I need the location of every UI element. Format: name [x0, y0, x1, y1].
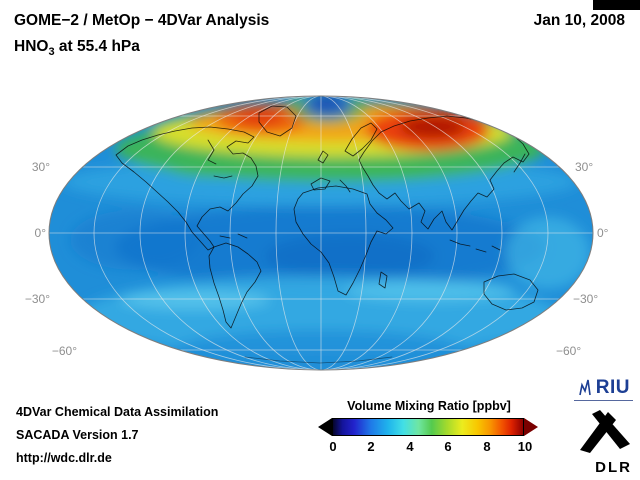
lat-label-right-m30: −30°: [573, 292, 598, 306]
colorbar-ticks: 0 2 4 6 8 10: [318, 439, 540, 455]
lat-label-left-m60: −60°: [52, 344, 77, 358]
molecule-name: HNO: [14, 38, 49, 55]
date-label: Jan 10, 2008: [533, 12, 625, 29]
colorbar-tick-4: 4: [406, 439, 414, 454]
lat-label-left-m30: −30°: [25, 292, 50, 306]
corner-mark: [593, 0, 640, 10]
colorbar-overflow-arrow-icon: [524, 418, 538, 436]
lat-label-left-30: 30°: [32, 160, 50, 174]
molecule-subscript: 3: [48, 46, 55, 59]
plot-title: GOME−2 / MetOp − 4DVar Analysis: [14, 12, 270, 29]
footer-line-assimilation: 4DVar Chemical Data Assimilation: [16, 405, 219, 419]
footer-text: 4DVar Chemical Data Assimilation SACADA …: [16, 401, 218, 470]
colorbar-tick-10: 10: [517, 439, 533, 454]
pressure-level: at 55.4 hPa: [54, 38, 140, 55]
lat-label-right-m60: −60°: [556, 344, 581, 358]
dlr-logo: DLR: [570, 408, 632, 476]
colorbar-title: Volume Mixing Ratio [ppbv]: [347, 399, 511, 413]
colorbar-tick-2: 2: [367, 439, 375, 454]
footer-line-url: http://wdc.dlr.de: [16, 451, 112, 465]
footer-line-version: SACADA Version 1.7: [16, 428, 139, 442]
lat-label-right-30: 30°: [575, 160, 593, 174]
riu-logo: RIU: [573, 377, 633, 401]
colorbar-gradient: [332, 418, 524, 436]
colorbar-tick-0: 0: [329, 439, 337, 454]
colorbar-tick-6: 6: [444, 439, 452, 454]
riu-wave-icon: [578, 379, 591, 396]
map-data-field: [49, 96, 593, 370]
dlr-symbol-icon: [580, 410, 630, 453]
plot-subtitle: HNO3 at 55.4 hPa: [14, 38, 140, 58]
riu-logo-text: RIU: [595, 377, 630, 398]
dlr-logo-text: DLR: [595, 459, 632, 476]
lat-label-right-0: 0°: [597, 226, 609, 240]
colorbar-underflow-arrow-icon: [318, 418, 332, 436]
colorbar-tick-8: 8: [483, 439, 491, 454]
colorbar: Volume Mixing Ratio [ppbv] 0 2 4 6 8 10: [318, 399, 540, 455]
lat-label-left-0: 0°: [35, 226, 47, 240]
map-outline: [48, 95, 594, 371]
